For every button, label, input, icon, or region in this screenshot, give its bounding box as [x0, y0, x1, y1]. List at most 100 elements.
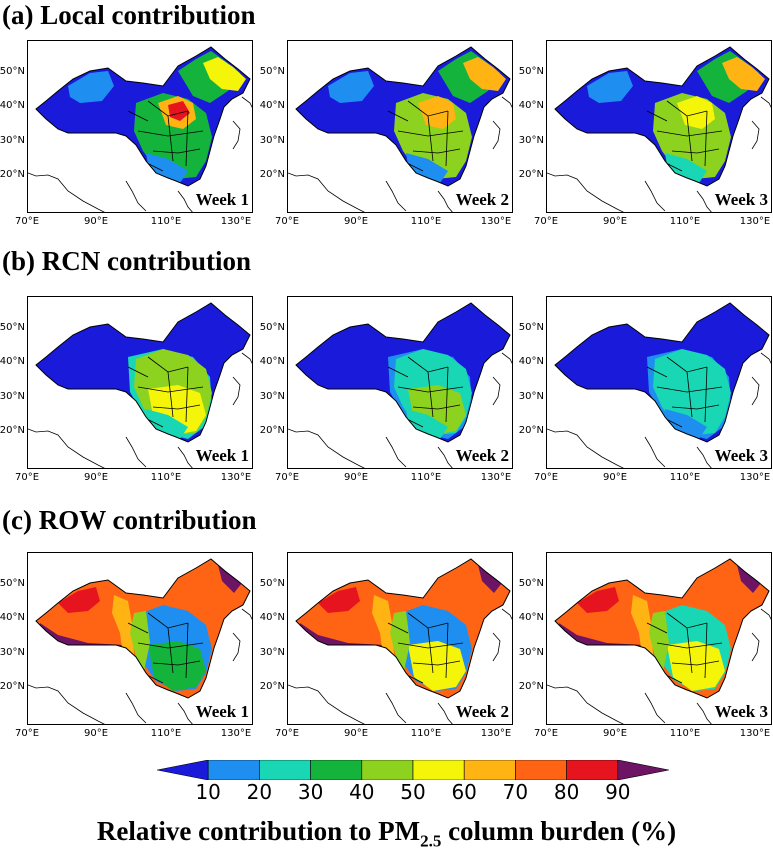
coastline: [232, 632, 241, 662]
latitude-tick: 20°N: [518, 681, 544, 692]
contribution-region: [665, 153, 707, 183]
contribution-region: [677, 96, 715, 129]
row-title-rcn: (b) RCN contribution: [2, 246, 252, 276]
coastline: [760, 608, 771, 620]
contribution-region: [418, 96, 456, 129]
coastline: [177, 190, 193, 212]
china-map: [28, 302, 252, 468]
longitude-tick: 130°E: [739, 216, 771, 227]
contribution-region: [463, 57, 506, 91]
contribution-region: [737, 565, 761, 593]
latitude-tick: 20°N: [518, 169, 544, 180]
colorbar-tick: 30: [297, 780, 324, 804]
coastline: [28, 172, 105, 212]
province-boundary: [167, 371, 174, 418]
contribution-region: [665, 409, 707, 439]
china-border: [554, 558, 770, 699]
longitude-tick: 110°E: [410, 472, 442, 483]
province-boundary: [671, 404, 720, 410]
province-boundary: [185, 622, 189, 679]
longitude-tick: 70°E: [533, 728, 559, 739]
province-boundary: [397, 642, 464, 649]
longitude-tick: 110°E: [669, 728, 701, 739]
coastline: [696, 702, 712, 724]
coastline: [547, 684, 624, 724]
province-boundary: [704, 110, 708, 167]
china-map: [288, 558, 512, 724]
longitude-tick: 90°E: [343, 472, 369, 483]
latitude-tick: 20°N: [259, 169, 285, 180]
longitude-tick: 110°E: [410, 216, 442, 227]
longitude-tick: 90°E: [343, 728, 369, 739]
contribution-region: [148, 641, 206, 691]
province-boundary: [656, 642, 723, 649]
contribution-region: [722, 57, 765, 91]
china-border: [35, 46, 251, 187]
row-title-row: (c) ROW contribution: [2, 505, 257, 535]
province-boundary: [167, 627, 174, 674]
contribution-region: [318, 587, 360, 613]
latitude-tick: 40°N: [0, 612, 25, 623]
colorbar-segment: [207, 760, 260, 780]
longitude-tick: 130°E: [220, 472, 252, 483]
longitude-tick: 90°E: [602, 728, 628, 739]
latitude-tick: 20°N: [0, 425, 25, 436]
colorbar-segment: [463, 760, 516, 780]
colorbar-segment: [515, 760, 567, 780]
province-boundary: [152, 148, 201, 154]
coastline: [547, 172, 624, 212]
colorbar-segment: [157, 760, 209, 780]
coastline: [492, 632, 501, 662]
latitude-tick: 30°N: [259, 135, 285, 146]
coastline: [760, 96, 771, 108]
province-boundary: [445, 366, 449, 423]
coastline: [501, 608, 512, 620]
province-boundary: [656, 386, 723, 393]
longitude-tick: 70°E: [274, 216, 300, 227]
province-boundary: [167, 115, 174, 162]
map-panel: Week 3: [546, 296, 772, 469]
latitude-tick: 40°N: [0, 100, 25, 111]
longitude-tick: 70°E: [14, 472, 40, 483]
latitude-tick: 30°N: [518, 647, 544, 658]
latitude-tick: 30°N: [518, 391, 544, 402]
longitude-tick: 110°E: [150, 728, 182, 739]
latitude-tick: 50°N: [259, 578, 285, 589]
colorbar-tick: 20: [246, 780, 273, 804]
longitude-tick: 110°E: [150, 216, 182, 227]
coastline: [241, 96, 252, 108]
contribution-region: [649, 611, 669, 671]
china-map: [547, 46, 771, 212]
province-boundary: [646, 110, 668, 122]
longitude-tick: 90°E: [83, 216, 109, 227]
province-boundary: [427, 371, 434, 418]
china-border: [554, 46, 770, 187]
coastline: [288, 172, 365, 212]
colorbar: [157, 760, 669, 780]
province-boundary: [671, 148, 720, 154]
latitude-tick: 20°N: [518, 425, 544, 436]
coastline: [751, 120, 760, 150]
province-boundary: [412, 404, 461, 410]
coastline: [696, 446, 712, 468]
colorbar-tick: 50: [400, 780, 426, 804]
province-boundary: [387, 366, 409, 378]
coastline: [28, 428, 105, 468]
china-border: [35, 558, 251, 699]
latitude-tick: 20°N: [259, 425, 285, 436]
china-map: [547, 302, 771, 468]
latitude-tick: 50°N: [259, 66, 285, 77]
contribution-region: [587, 71, 633, 103]
week-label: Week 1: [195, 190, 249, 209]
province-boundary: [646, 366, 668, 378]
longitude-tick: 130°E: [220, 728, 252, 739]
latitude-tick: 20°N: [0, 169, 25, 180]
coastline: [760, 352, 771, 364]
province-boundary: [397, 386, 464, 393]
china-map: [28, 558, 252, 724]
coastline: [696, 190, 712, 212]
longitude-tick: 70°E: [274, 728, 300, 739]
contribution-region: [146, 153, 188, 183]
colorbar-tick: 80: [553, 780, 580, 804]
contribution-region: [58, 587, 100, 613]
